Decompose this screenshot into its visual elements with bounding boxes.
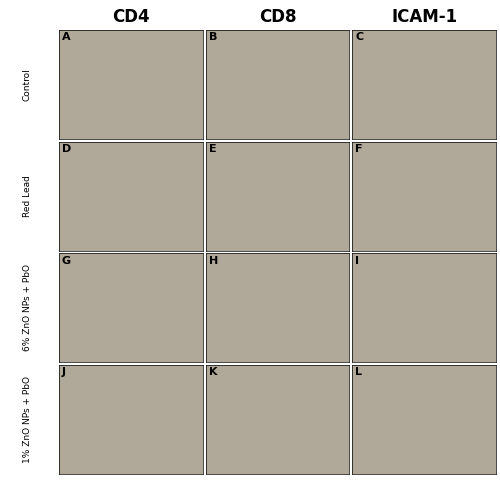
- Text: H: H: [208, 256, 218, 265]
- Text: G: G: [62, 256, 71, 265]
- Text: A: A: [62, 33, 70, 42]
- Text: CD4: CD4: [112, 8, 150, 26]
- Text: Red Lead: Red Lead: [23, 175, 32, 217]
- Text: J: J: [62, 367, 66, 377]
- Text: I: I: [355, 256, 359, 265]
- Text: 6% ZnO NPs + PbO: 6% ZnO NPs + PbO: [23, 264, 32, 351]
- Text: 1% ZnO NPs + PbO: 1% ZnO NPs + PbO: [23, 376, 32, 463]
- Text: E: E: [208, 144, 216, 154]
- Text: L: L: [355, 367, 362, 377]
- Text: F: F: [355, 144, 362, 154]
- Text: D: D: [62, 144, 71, 154]
- Text: Control: Control: [23, 68, 32, 101]
- Text: K: K: [208, 367, 217, 377]
- Text: CD8: CD8: [259, 8, 296, 26]
- Text: B: B: [208, 33, 217, 42]
- Text: C: C: [355, 33, 364, 42]
- Text: ICAM-1: ICAM-1: [391, 8, 457, 26]
